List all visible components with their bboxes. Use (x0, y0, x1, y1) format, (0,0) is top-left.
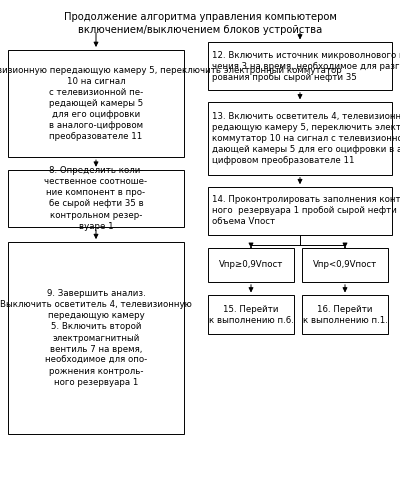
Bar (8, 242, 184, 434)
Bar (208, 295, 294, 334)
Text: 14. Проконтролировать заполнения контроль-
ного  резервуара 1 пробой сырой нефти: 14. Проконтролировать заполнения контрол… (212, 195, 400, 227)
Bar (8, 170, 184, 227)
Text: 13. Включить осветитель 4, телевизионную пе-
редающую камеру 5, переключить элек: 13. Включить осветитель 4, телевизионную… (212, 112, 400, 165)
Bar (208, 102, 392, 175)
Bar (302, 248, 388, 282)
Text: 7. Включить осветитель 4, телевизионную передающую камеру 5, переключить электро: 7. Включить осветитель 4, телевизионную … (0, 66, 341, 141)
Text: Продолжение алгоритма управления компьютером
включением/выключением блоков устро: Продолжение алгоритма управления компьют… (64, 12, 336, 35)
Bar (208, 187, 392, 235)
Text: 8. Определить коли-
чественное соотноше-
ние компонент в про-
бе сырой нефти 35 : 8. Определить коли- чественное соотноше-… (44, 166, 148, 231)
Text: Vпр<0,9Vпост: Vпр<0,9Vпост (313, 260, 377, 269)
Bar (208, 42, 392, 90)
Text: 15. Перейти
к выполнению п.6.: 15. Перейти к выполнению п.6. (208, 305, 294, 325)
Text: Vпр≥0,9Vпост: Vпр≥0,9Vпост (219, 260, 283, 269)
Text: 16. Перейти
к выполнению п.1.: 16. Перейти к выполнению п.1. (302, 305, 388, 325)
Text: 9. Завершить анализ.
Выключить осветитель 4, телевизионную
передающую камеру
5. : 9. Завершить анализ. Выключить осветител… (0, 289, 192, 387)
Text: 12. Включить источник микроволнового излу-
чения 3 на время, необходимое для раз: 12. Включить источник микроволнового изл… (212, 50, 400, 82)
Bar (302, 295, 388, 334)
Bar (208, 248, 294, 282)
Bar (8, 50, 184, 157)
